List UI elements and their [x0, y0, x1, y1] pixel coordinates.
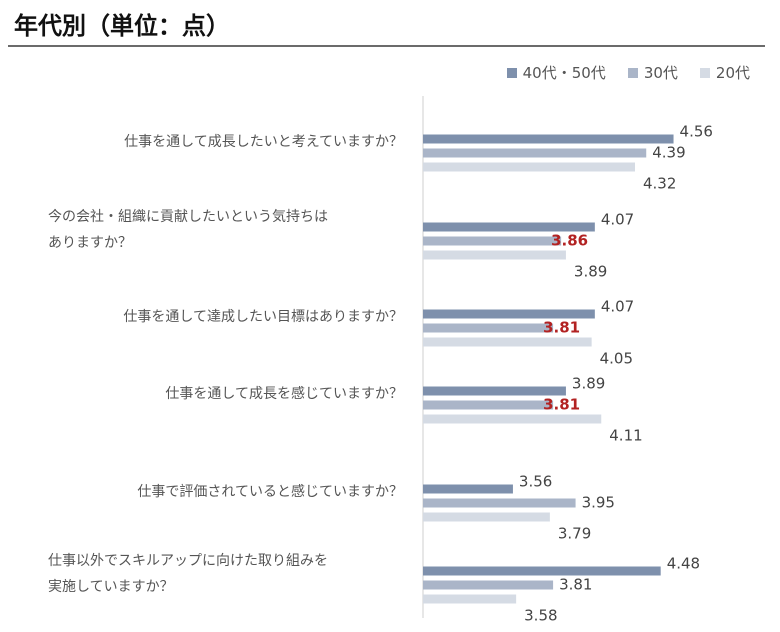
legend-label-30: 30代 [643, 64, 678, 82]
bar-20 [423, 594, 517, 604]
bar-40-50 [423, 222, 595, 232]
bar-40-50 [423, 566, 661, 576]
bar-20 [423, 250, 566, 260]
value-label: 3.81 [543, 319, 580, 337]
legend-item-20: 20代 [699, 62, 750, 83]
category-label: 実施していますか？ [48, 579, 174, 595]
value-label: 4.05 [600, 350, 633, 368]
value-label: 4.07 [601, 211, 634, 229]
value-label: 4.39 [652, 144, 685, 162]
bar-40-50 [423, 309, 595, 319]
category-label: 仕事を通して成長したいと考えていますか？ [124, 134, 403, 150]
bar-30 [423, 498, 576, 508]
value-label: 3.56 [519, 473, 552, 491]
value-label: 4.32 [643, 175, 676, 193]
category-label: 仕事を通して成長を感じていますか？ [165, 385, 403, 402]
category-label: 仕事以外でスキルアップに向けた取り組みを [48, 553, 328, 569]
bar-40-50 [423, 484, 513, 494]
legend-swatch-30 [627, 67, 638, 78]
legend-label-40-50: 40代・50代 [522, 64, 606, 82]
value-label: 4.48 [667, 555, 700, 573]
bar-30 [423, 236, 562, 246]
bar-30 [423, 323, 554, 333]
legend-item-30: 30代 [627, 62, 678, 83]
bar-20 [423, 512, 550, 522]
value-label: 3.95 [582, 494, 615, 512]
category-label: ありますか？ [48, 235, 132, 251]
bar-30 [423, 580, 554, 590]
value-label: 3.89 [572, 375, 605, 393]
bar-30 [423, 148, 647, 158]
category-label: 仕事を通して達成したい目標はありますか？ [123, 309, 403, 325]
bar-20 [423, 414, 602, 424]
legend-item-40-50: 40代・50代 [506, 62, 606, 83]
value-label: 4.56 [680, 123, 713, 141]
value-label: 3.86 [551, 232, 588, 250]
chart-title: 年代別（単位：点） [14, 12, 230, 40]
category-label: 仕事で評価されていると感じていますか？ [137, 483, 403, 500]
value-label: 3.79 [558, 525, 591, 543]
bar-20 [423, 337, 592, 347]
category-label: 今の会社・組織に貢献したいという気持ちは [48, 209, 328, 225]
value-label: 4.07 [601, 298, 634, 316]
legend-swatch-40-50 [506, 67, 517, 78]
bar-40-50 [423, 386, 566, 396]
bar-40-50 [423, 134, 674, 144]
legend: 40代・50代 30代 20代 [506, 62, 750, 83]
bar-20 [423, 162, 635, 172]
value-label: 3.81 [543, 396, 580, 414]
legend-label-20: 20代 [715, 64, 750, 82]
value-label: 4.11 [609, 427, 642, 445]
value-label: 3.81 [559, 576, 592, 594]
value-label: 3.89 [574, 263, 607, 281]
bar-30 [423, 400, 554, 410]
title-divider [8, 45, 765, 47]
legend-swatch-20 [699, 67, 710, 78]
value-label: 3.58 [524, 607, 557, 625]
